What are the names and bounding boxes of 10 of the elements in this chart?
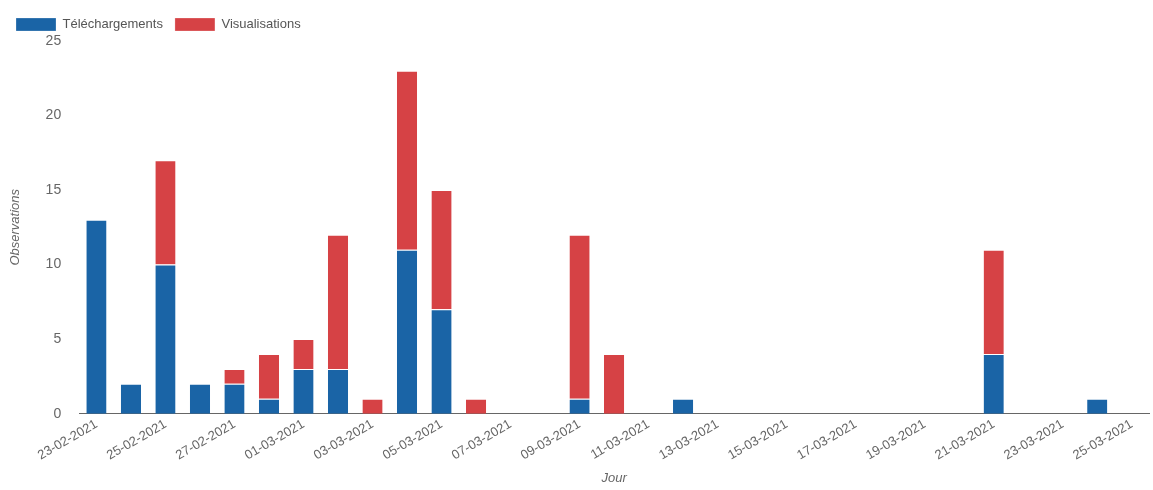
x-axis-title: Jour [600,469,628,485]
y-tick-label: 10 [45,255,62,272]
y-tick-label: 20 [45,106,62,123]
y-tick-label: 25 [45,31,62,48]
legend-label: Téléchargements [62,16,164,32]
y-tick-label: 0 [53,404,62,421]
y-axis-title: Observations [7,188,23,266]
y-tick-label: 5 [53,329,62,346]
y-tick-label: 15 [45,180,62,197]
legend-label: Visualisations [221,16,302,32]
